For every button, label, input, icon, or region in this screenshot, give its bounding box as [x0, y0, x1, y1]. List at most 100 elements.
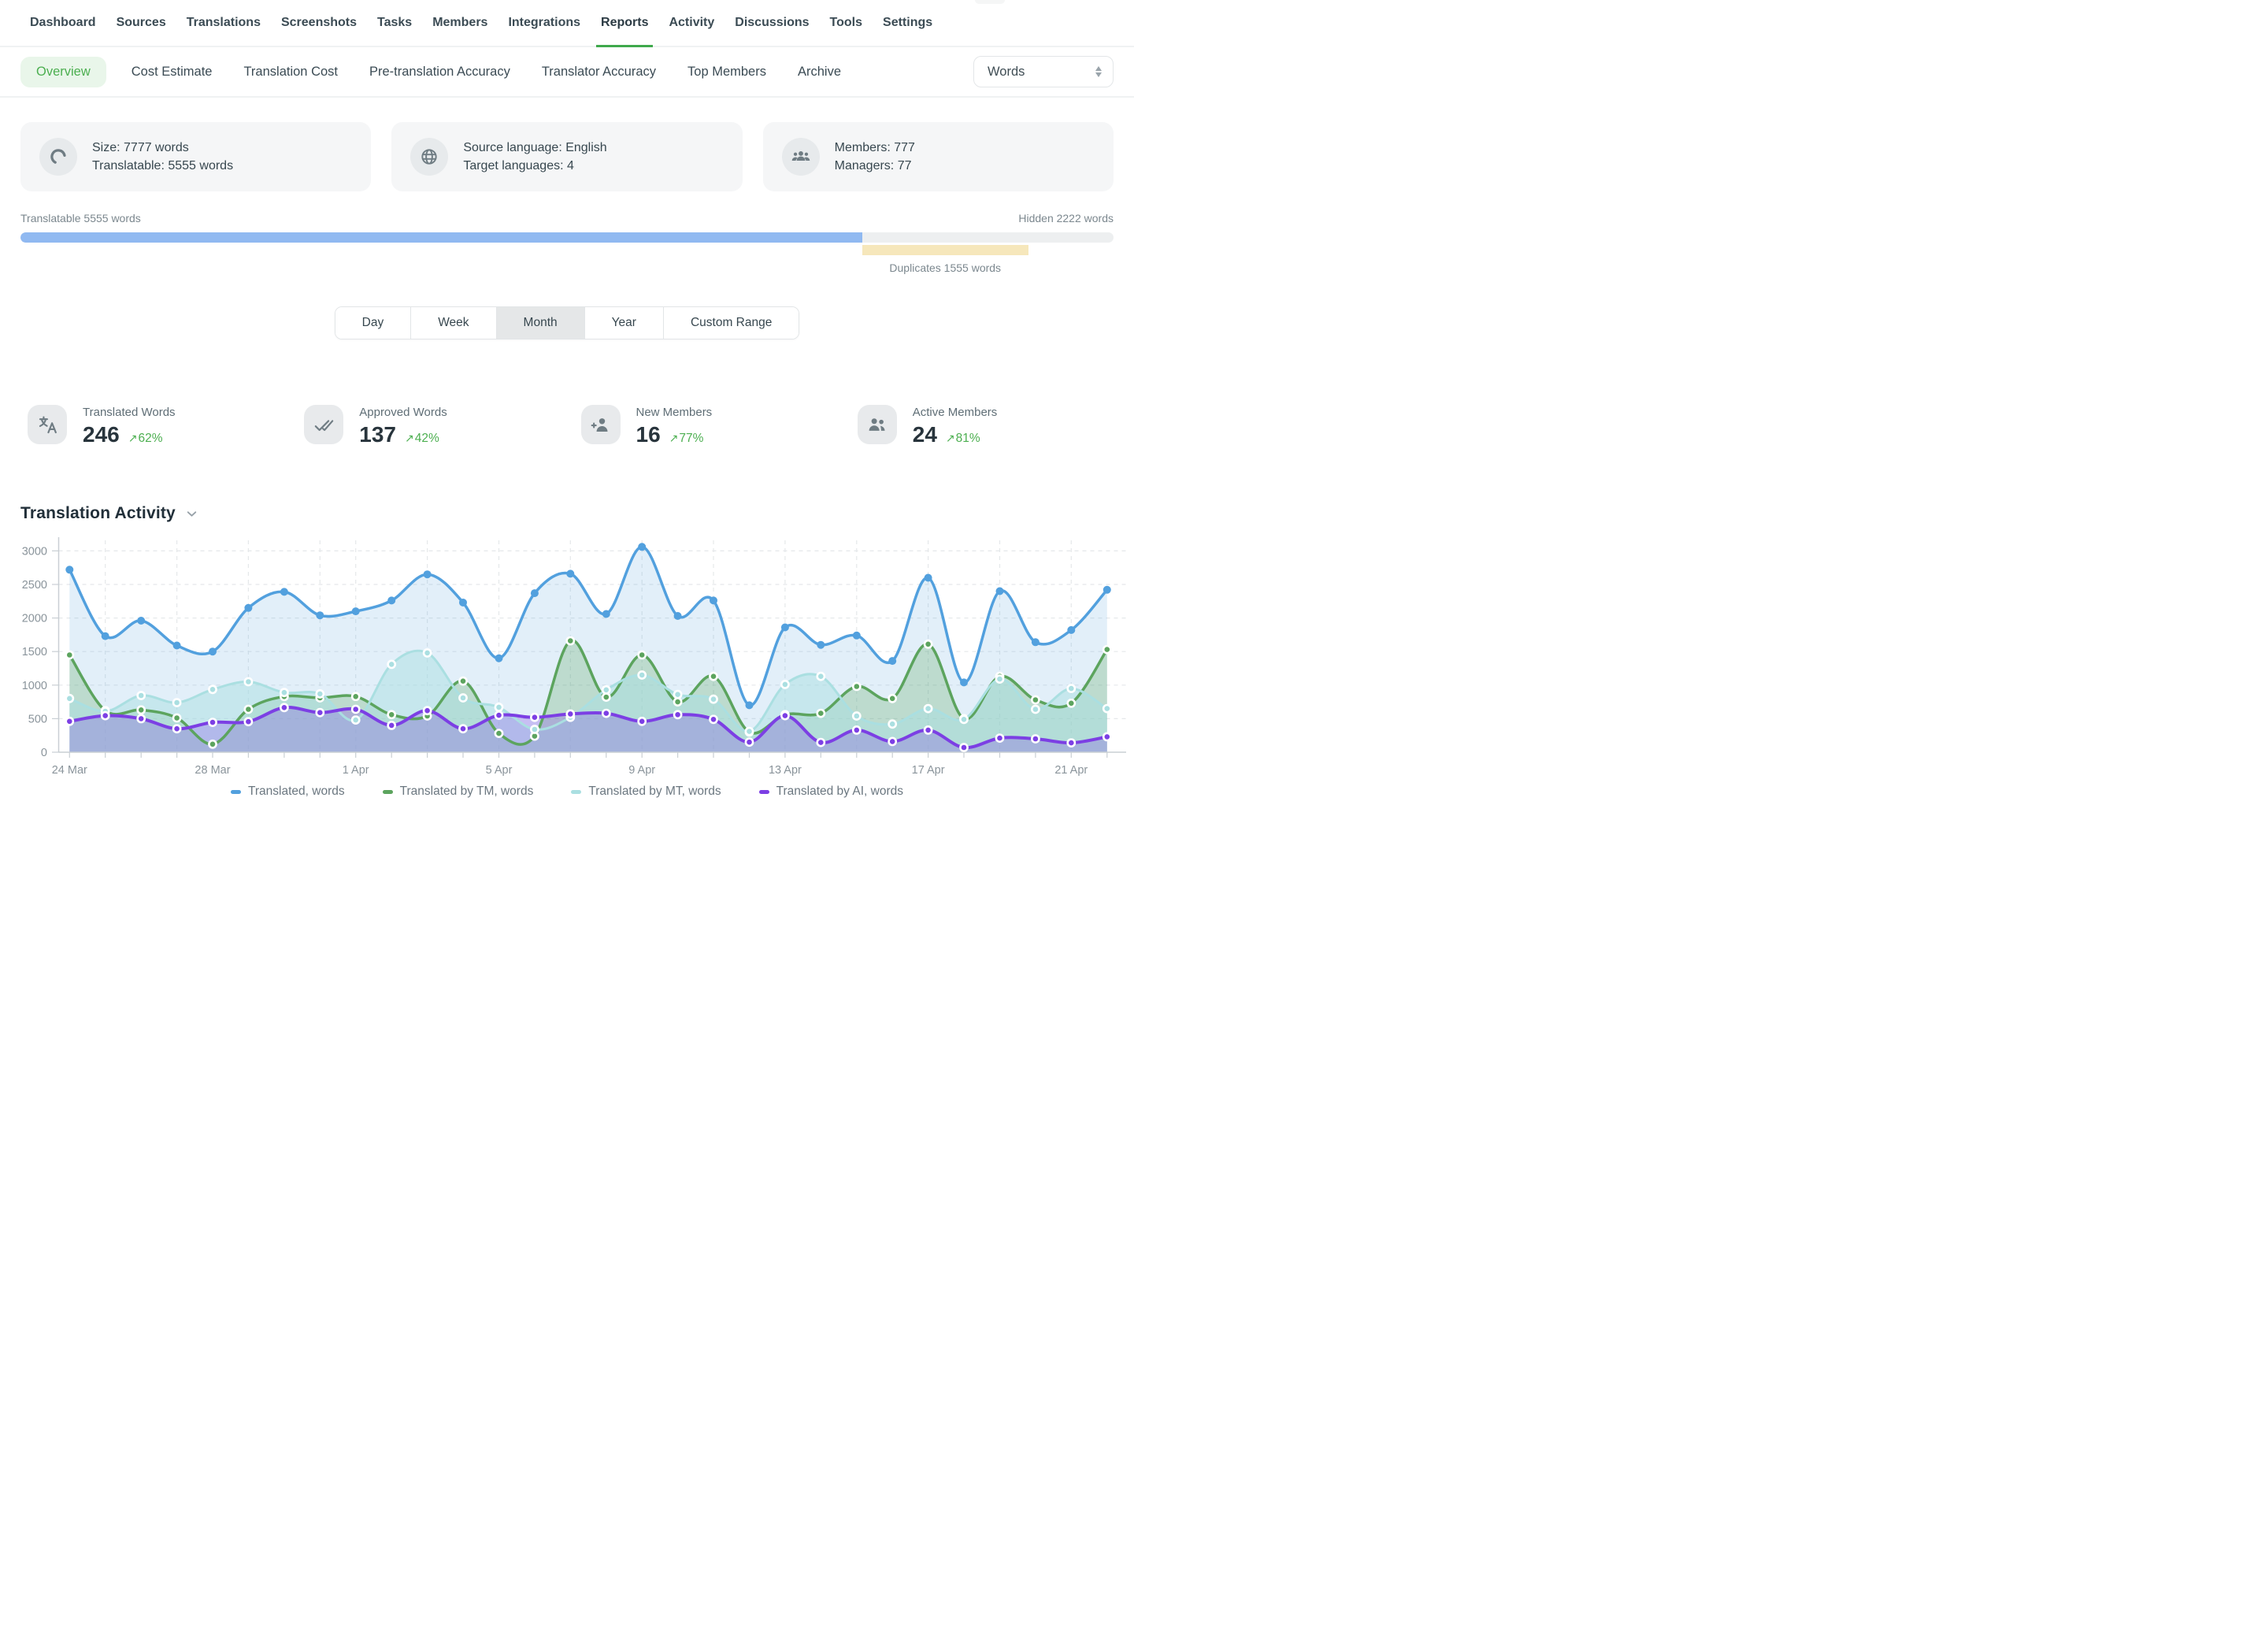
svg-text:500: 500	[28, 713, 47, 725]
legend-marker	[382, 789, 393, 794]
select-arrows-icon	[1095, 65, 1102, 78]
legend-item-translated-by-tm[interactable]: Translated by TM, words	[382, 785, 533, 799]
legend-item-translated-by-ai[interactable]: Translated by AI, words	[758, 785, 903, 799]
tab-translator-accuracy[interactable]: Translator Accuracy	[541, 64, 657, 79]
stat-delta: ↗ 62%	[128, 432, 163, 445]
legend-marker	[231, 789, 241, 794]
nav-item-sources[interactable]: Sources	[116, 15, 166, 29]
section-title: Translation Activity	[20, 504, 176, 522]
managers-line: Managers: 77	[834, 159, 912, 172]
trend-up-icon: ↗	[945, 432, 955, 445]
tab-cost-estimate[interactable]: Cost Estimate	[131, 64, 213, 79]
tab-archive[interactable]: Archive	[797, 64, 842, 79]
stat-value: 24	[912, 422, 937, 447]
legend-marker	[571, 789, 582, 794]
nav-item-screenshots[interactable]: Screenshots	[280, 15, 358, 29]
nav-item-tasks[interactable]: Tasks	[377, 15, 413, 29]
trend-up-icon: ↗	[404, 432, 414, 445]
legend-marker	[758, 789, 769, 794]
nav-item-translations[interactable]: Translations	[186, 15, 261, 29]
hidden-label: Hidden 2222 words	[1018, 212, 1114, 224]
nav-item-discussions[interactable]: Discussions	[735, 15, 810, 29]
translatable-line: Translatable: 5555 words	[92, 159, 234, 172]
tab-top-members[interactable]: Top Members	[687, 64, 766, 79]
chart-legend: Translated, words Translated by TM, word…	[0, 785, 1134, 799]
users-icon	[781, 138, 820, 176]
translate-icon	[28, 405, 67, 444]
activity-header: Translation Activity	[20, 504, 1114, 523]
nav-item-dashboard[interactable]: Dashboard	[30, 15, 96, 29]
nav-item-members[interactable]: Members	[432, 15, 488, 29]
stat-new-members: New Members 16 ↗ 77%	[580, 405, 858, 447]
stat-value: 137	[359, 422, 396, 447]
stat-label: Active Members	[912, 406, 998, 419]
source-language-line: Source language: English	[463, 140, 607, 154]
svg-text:24 Mar: 24 Mar	[52, 764, 87, 777]
double-check-icon	[304, 405, 344, 444]
svg-text:17 Apr: 17 Apr	[912, 764, 945, 777]
unit-select[interactable]: Words	[973, 56, 1114, 87]
pie-chart-icon	[39, 138, 77, 176]
nav-item-tools[interactable]: Tools	[829, 15, 863, 29]
translatable-bar-fill	[20, 232, 862, 243]
svg-text:1500: 1500	[22, 646, 47, 658]
nav-item-reports[interactable]: Reports	[596, 0, 654, 47]
project-size-card: Size: 7777 words Translatable: 5555 word…	[20, 122, 372, 191]
stat-delta: ↗ 42%	[404, 432, 439, 445]
range-tab-year[interactable]: Year	[584, 307, 663, 339]
words-progress-bar	[20, 232, 1114, 243]
nav-item-integrations[interactable]: Integrations	[508, 15, 581, 29]
trend-up-icon: ↗	[128, 432, 138, 445]
svg-text:9 Apr: 9 Apr	[628, 764, 655, 777]
members-card: Members: 777 Managers: 77	[762, 122, 1114, 191]
tab-overview[interactable]: Overview	[20, 56, 106, 87]
target-languages-line: Target languages: 4	[463, 159, 574, 172]
svg-text:2500: 2500	[22, 579, 47, 592]
words-progress: Translatable 5555 words Hidden 2222 word…	[20, 212, 1114, 280]
svg-text:3000: 3000	[22, 545, 47, 558]
svg-text:1000: 1000	[22, 680, 47, 692]
trend-up-icon: ↗	[669, 432, 679, 445]
svg-text:0: 0	[41, 747, 47, 759]
duplicates-label: Duplicates 1555 words	[889, 262, 1002, 274]
stat-delta: ↗ 77%	[669, 432, 704, 445]
stat-label: Approved Words	[359, 406, 447, 419]
translatable-label: Translatable 5555 words	[20, 212, 141, 224]
members-line: Members: 777	[834, 140, 915, 154]
svg-text:28 Mar: 28 Mar	[195, 764, 230, 777]
languages-card: Source language: English Target language…	[391, 122, 743, 191]
range-tab-custom-range[interactable]: Custom Range	[662, 307, 799, 339]
summary-cards: Size: 7777 words Translatable: 5555 word…	[20, 122, 1114, 191]
legend-item-translated-by-mt[interactable]: Translated by MT, words	[571, 785, 721, 799]
activity-chart: 0 500 1000 1500 2000 2500 3000 24 Mar 28 Mar 1 Ap…	[22, 537, 1126, 777]
tab-translation-cost[interactable]: Translation Cost	[243, 64, 338, 79]
tab-pretranslation-accuracy[interactable]: Pre-translation Accuracy	[369, 64, 510, 79]
unit-select-value: Words	[988, 64, 1025, 79]
range-tab-month[interactable]: Month	[495, 307, 584, 339]
svg-text:1 Apr: 1 Apr	[343, 764, 369, 777]
nav-item-activity[interactable]: Activity	[669, 15, 715, 29]
cutoff-toast	[975, 0, 1005, 4]
duplicates-bar	[862, 245, 1028, 255]
stat-label: New Members	[636, 406, 713, 419]
nav-item-settings[interactable]: Settings	[883, 15, 933, 29]
date-range-tabs: Day Week Month Year Custom Range	[334, 306, 800, 339]
svg-text:2000: 2000	[22, 613, 47, 625]
stat-label: Translated Words	[83, 406, 176, 419]
person-add-icon	[580, 405, 621, 444]
stat-active-members: Active Members 24 ↗ 81%	[857, 405, 1134, 447]
legend-item-translated[interactable]: Translated, words	[231, 785, 345, 799]
stat-translated-words: Translated Words 246 ↗ 62%	[28, 405, 304, 447]
size-line: Size: 7777 words	[92, 140, 189, 154]
svg-text:5 Apr: 5 Apr	[486, 764, 513, 777]
people-icon	[857, 405, 897, 444]
reports-subnav: Overview Cost Estimate Translation Cost …	[0, 47, 1134, 98]
stat-value: 16	[636, 422, 661, 447]
stat-cards: Translated Words 246 ↗ 62% Approved Words…	[0, 405, 1134, 447]
project-nav: Dashboard Sources Translations Screensho…	[0, 0, 1134, 47]
svg-text:13 Apr: 13 Apr	[769, 764, 802, 777]
stat-delta: ↗ 81%	[945, 432, 980, 445]
chevron-down-icon[interactable]	[184, 506, 199, 521]
range-tab-week[interactable]: Week	[410, 307, 496, 339]
range-tab-day[interactable]: Day	[335, 307, 411, 339]
